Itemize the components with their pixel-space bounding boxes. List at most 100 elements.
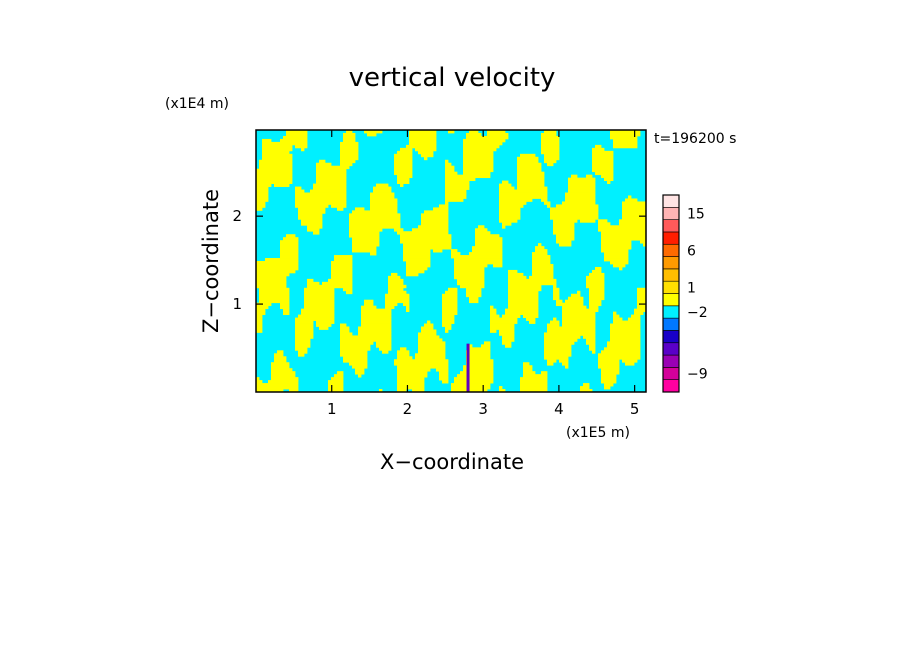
positive-velocity-cell: [295, 144, 308, 149]
positive-velocity-cell: [373, 189, 392, 193]
positive-velocity-cell: [517, 168, 542, 173]
positive-velocity-cell: [586, 281, 605, 286]
positive-velocity-cell: [433, 207, 449, 211]
positive-velocity-cell: [421, 222, 449, 226]
positive-velocity-cell: [274, 359, 287, 363]
positive-velocity-cell: [439, 371, 449, 375]
positive-velocity-cell: [598, 228, 646, 232]
positive-velocity-cell: [490, 314, 500, 318]
positive-velocity-cell: [472, 249, 503, 253]
positive-velocity-cell: [298, 350, 308, 354]
positive-velocity-cell: [463, 368, 494, 372]
positive-velocity-cell: [490, 320, 518, 324]
positive-velocity-cell: [592, 350, 596, 354]
positive-velocity-cell: [523, 368, 533, 372]
positive-velocity-cell: [553, 222, 575, 226]
positive-velocity-cell: [397, 380, 425, 384]
positive-velocity-cell: [352, 246, 377, 250]
positive-velocity-cell: [352, 243, 380, 247]
positive-velocity-cell: [343, 356, 368, 360]
positive-velocity-cell: [556, 237, 575, 241]
positive-velocity-cell: [340, 326, 350, 330]
positive-velocity-cell: [505, 308, 539, 313]
positive-velocity-cell: [610, 135, 638, 140]
positive-velocity-cell: [361, 311, 392, 315]
positive-velocity-cell: [421, 326, 434, 330]
positive-velocity-cell: [349, 222, 401, 226]
positive-velocity-cell: [637, 287, 646, 292]
positive-velocity-cell: [262, 156, 293, 161]
positive-velocity-cell: [406, 263, 431, 268]
positive-velocity-cell: [604, 383, 614, 387]
positive-velocity-cell: [601, 246, 632, 250]
positive-velocity-cell: [508, 272, 524, 277]
positive-velocity-cell: [352, 240, 380, 244]
positive-velocity-cell: [280, 138, 308, 143]
positive-velocity-cell: [400, 240, 452, 244]
positive-velocity-cell: [520, 153, 536, 158]
positive-velocity-cell: [256, 180, 293, 184]
positive-velocity-cell: [490, 305, 494, 310]
positive-velocity-cell: [385, 296, 410, 301]
positive-velocity-cell: [271, 371, 296, 375]
positive-velocity-cell: [397, 377, 425, 381]
positive-velocity-cell: [298, 207, 326, 211]
positive-velocity-cell: [556, 240, 572, 244]
positive-velocity-cell: [568, 186, 596, 190]
positive-velocity-cell: [499, 213, 521, 217]
positive-velocity-cell: [259, 299, 290, 304]
positive-velocity-cell: [475, 240, 503, 244]
positive-velocity-cell: [406, 261, 431, 265]
positive-velocity-cell: [643, 243, 646, 247]
positive-velocity-cell: [295, 198, 347, 202]
positive-velocity-cell: [361, 314, 392, 318]
positive-velocity-cell: [439, 374, 449, 378]
positive-velocity-cell: [370, 192, 395, 196]
positive-velocity-cell: [421, 219, 449, 223]
positive-velocity-cell: [343, 135, 356, 140]
positive-velocity-cell: [397, 180, 410, 184]
positive-velocity-cell: [523, 314, 539, 318]
positive-velocity-cell: [259, 293, 290, 298]
positive-velocity-cell: [316, 162, 332, 167]
positive-velocity-cell: [547, 359, 557, 363]
positive-velocity-cell: [601, 240, 632, 244]
positive-velocity-cell: [256, 171, 293, 176]
positive-velocity-cell: [400, 237, 452, 241]
positive-velocity-cell: [445, 192, 467, 196]
positive-velocity-cell: [340, 156, 359, 161]
positive-velocity-cell: [508, 302, 539, 307]
positive-velocity-cell: [298, 210, 326, 214]
positive-velocity-cell: [544, 335, 581, 339]
positive-velocity-cell: [562, 308, 599, 313]
positive-velocity-cell: [331, 269, 353, 274]
positive-velocity-cell: [403, 252, 431, 256]
positive-velocity-cell: [340, 141, 359, 146]
positive-velocity-cell: [340, 323, 347, 327]
positive-velocity-cell: [613, 311, 617, 315]
positive-velocity-cell: [403, 258, 431, 262]
positive-velocity-cell: [442, 323, 452, 327]
positive-velocity-cell: [586, 174, 593, 179]
positive-velocity-cell: [568, 296, 584, 301]
positive-velocity-cell: [418, 335, 440, 339]
positive-velocity-cell: [607, 341, 641, 345]
positive-velocity-cell: [256, 314, 263, 318]
positive-velocity-cell: [544, 341, 575, 345]
positive-velocity-cell: [487, 130, 506, 134]
positive-velocity-cell: [406, 305, 410, 310]
positive-velocity-cell: [637, 293, 646, 298]
positive-velocity-cell: [475, 237, 503, 241]
positive-velocity-cell: [463, 156, 494, 161]
positive-velocity-cell: [418, 341, 446, 345]
positive-velocity-cell: [469, 252, 503, 256]
positive-velocity-cell: [316, 180, 347, 184]
positive-velocity-cell: [385, 305, 395, 310]
positive-velocity-cell: [463, 168, 494, 173]
colorbar-level: [662, 367, 680, 380]
positive-velocity-cell: [565, 365, 569, 369]
positive-velocity-cell: [445, 174, 491, 179]
positive-velocity-cell: [580, 219, 596, 223]
updraft-core: [466, 343, 470, 392]
positive-velocity-cell: [613, 320, 641, 324]
